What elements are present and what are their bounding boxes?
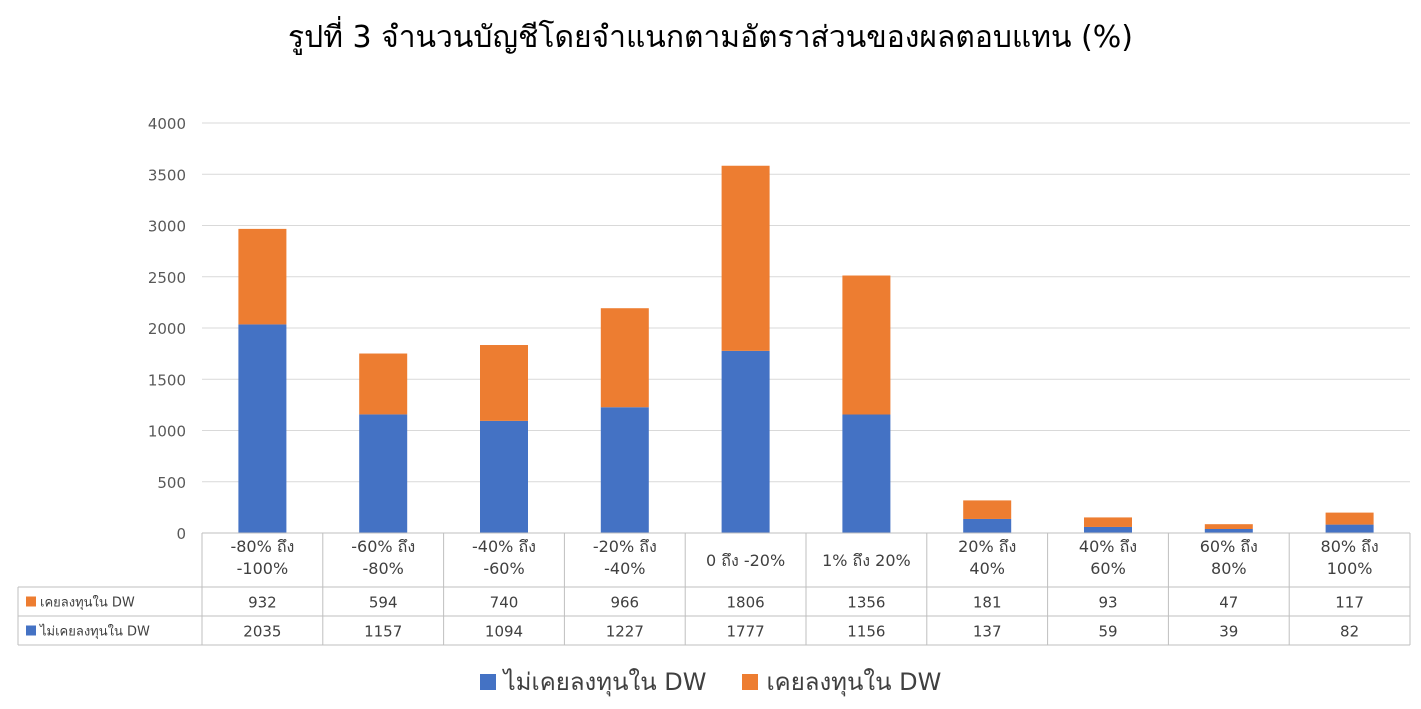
table-value: 1156 — [847, 623, 885, 641]
table-value: 1094 — [485, 623, 523, 641]
bar-segment-6-not-invested — [842, 414, 891, 533]
table-value: 1157 — [364, 623, 402, 641]
table-value: 82 — [1340, 623, 1359, 641]
table-value: 1806 — [727, 594, 765, 612]
table-value: 2035 — [243, 623, 281, 641]
x-tick-label: -20% ถึง — [593, 537, 657, 556]
bar-segment-6-invested — [842, 275, 891, 415]
legend-label: ไม่เคยลงทุนใน DW — [503, 668, 707, 696]
table-value: 39 — [1219, 623, 1238, 641]
legend-item: ไม่เคยลงทุนใน DW — [479, 662, 707, 701]
table-value: 93 — [1098, 594, 1117, 612]
bar-segment-5-not-invested — [721, 350, 770, 533]
y-tick-label: 500 — [157, 474, 186, 492]
bars — [238, 165, 1374, 533]
x-tick-label: -80% ถึง — [230, 537, 294, 556]
bar-segment-5-invested — [721, 165, 770, 351]
table-value: 740 — [490, 594, 519, 612]
bar-segment-2-invested — [359, 353, 408, 415]
bar-segment-10-invested — [1325, 512, 1374, 525]
table-value: 47 — [1219, 594, 1238, 612]
x-tick-label: 80% ถึง — [1321, 537, 1379, 556]
table-value: 594 — [369, 594, 398, 612]
bar-segment-9-invested — [1204, 524, 1253, 530]
x-tick-label: -60% — [483, 559, 524, 578]
bar-segment-8-not-invested — [1084, 526, 1132, 533]
x-tick-label: 60% — [1090, 559, 1126, 578]
x-tick-label: 20% ถึง — [958, 537, 1016, 556]
x-tick-label: -60% ถึง — [351, 537, 415, 556]
legend-swatch — [479, 673, 496, 690]
x-tick-label: 40% — [969, 559, 1005, 578]
table-series-name: ไม่เคยลงทุนใน DW — [39, 624, 150, 640]
table-value: 1356 — [847, 594, 885, 612]
table-value: 932 — [248, 594, 277, 612]
y-tick-label: 0 — [176, 525, 186, 543]
legend-label: เคยลงทุนใน DW — [766, 668, 942, 696]
table-legend-swatch — [26, 596, 36, 607]
table-value: 181 — [973, 594, 1002, 612]
x-tick-label: 80% — [1211, 559, 1247, 578]
x-tick-label: -100% — [237, 559, 289, 578]
x-tick-label: 60% ถึง — [1200, 537, 1258, 556]
bar-segment-3-not-invested — [480, 420, 528, 533]
y-tick-label: 2000 — [148, 320, 186, 338]
x-tick-label: 0 ถึง -20% — [706, 551, 785, 570]
y-tick-label: 3000 — [148, 218, 186, 236]
x-tick-label: 1% ถึง 20% — [822, 551, 911, 570]
table-value: 117 — [1335, 594, 1364, 612]
bar-segment-2-not-invested — [359, 414, 408, 533]
x-tick-label: -80% — [363, 559, 404, 578]
bar-segment-8-invested — [1084, 517, 1132, 527]
legend-item: เคยลงทุนใน DW — [742, 662, 941, 701]
chart-title: รูปที่ 3 จำนวนบัญชีโดยจำแนกตามอัตราส่วนข… — [288, 20, 1133, 55]
table-series-name: เคยลงทุนใน DW — [40, 595, 135, 611]
table-legend-swatch — [26, 625, 36, 636]
y-tick-label: 4000 — [148, 115, 186, 133]
bar-segment-4-invested — [600, 308, 649, 408]
bar-segment-4-not-invested — [600, 407, 649, 533]
table-value: 59 — [1098, 623, 1117, 641]
bar-segment-1-not-invested — [238, 324, 287, 533]
bar-segment-7-not-invested — [963, 518, 1012, 533]
x-tick-label: -40% — [604, 559, 645, 578]
bar-segment-10-not-invested — [1325, 524, 1374, 533]
bar-segment-3-invested — [480, 345, 528, 421]
bar-segment-7-invested — [963, 500, 1012, 519]
y-tick-label: 2500 — [148, 269, 186, 287]
y-tick-label: 1000 — [148, 423, 186, 441]
y-axis-ticks: 0 500 1000 1500 2000 2500 3000 3500 4000 — [148, 115, 186, 543]
bar-segment-1-invested — [238, 228, 287, 325]
legend: ไม่เคยลงทุนใน DW เคยลงทุนใน DW — [0, 662, 1421, 701]
x-tick-label: 40% ถึง — [1079, 537, 1137, 556]
table-value: 137 — [973, 623, 1002, 641]
y-tick-label: 1500 — [148, 371, 186, 389]
x-tick-label: -40% ถึง — [472, 537, 536, 556]
bar-segment-9-not-invested — [1204, 529, 1253, 533]
legend-swatch — [742, 673, 759, 690]
x-tick-label: 100% — [1327, 559, 1373, 578]
table-value: 1227 — [606, 623, 644, 641]
y-tick-label: 3500 — [148, 166, 186, 184]
data-table: -80% ถึง -100% -60% ถึง -80% -40% ถึง -60% -20… — [17, 532, 1411, 646]
table-value: 966 — [610, 594, 639, 612]
table-value: 1777 — [727, 623, 765, 641]
